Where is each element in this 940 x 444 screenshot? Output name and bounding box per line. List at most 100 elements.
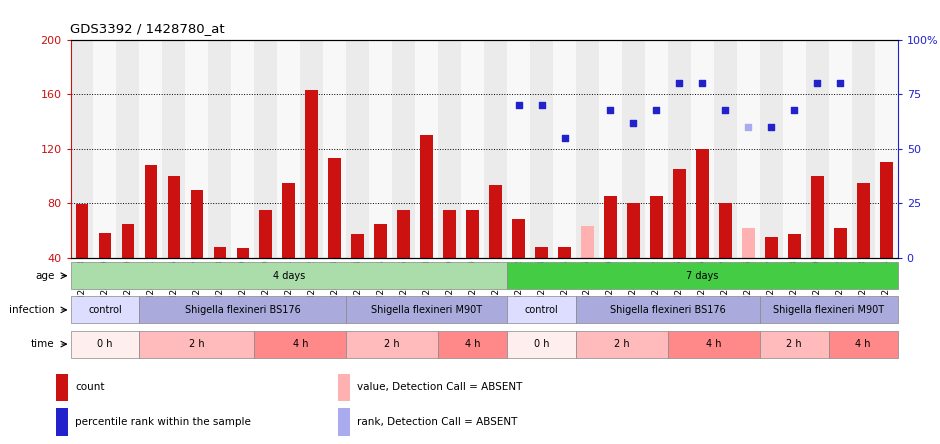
Bar [742,228,755,258]
Bar [604,196,617,258]
Text: 4 days: 4 days [273,271,305,281]
Text: 2 h: 2 h [189,339,205,349]
Bar [99,233,111,258]
Bar [507,40,530,258]
Bar [627,203,640,258]
Point [603,106,618,113]
Bar [282,183,295,258]
Bar [75,205,88,258]
Text: age: age [35,271,55,281]
Bar [553,40,576,258]
Point [557,135,572,142]
Bar [117,40,139,258]
Bar [306,90,318,258]
Bar [346,297,507,323]
Bar [255,331,346,357]
Bar [338,374,350,401]
Text: 7 days: 7 days [686,271,718,281]
Bar [852,40,875,258]
Bar [783,40,806,258]
Bar [237,248,249,258]
Bar [650,196,663,258]
Text: 4 h: 4 h [292,339,308,349]
Point [809,80,824,87]
Bar [696,149,709,258]
Bar [760,331,829,357]
Text: Shigella flexineri BS176: Shigella flexineri BS176 [185,305,301,315]
Bar [70,40,93,258]
Bar [259,210,272,258]
Text: value, Detection Call = ABSENT: value, Detection Call = ABSENT [357,382,523,392]
Text: GDS3392 / 1428780_at: GDS3392 / 1428780_at [70,23,225,36]
Text: Shigella flexineri M90T: Shigella flexineri M90T [774,305,885,315]
Text: 4 h: 4 h [706,339,722,349]
Bar [323,40,346,258]
Text: 0 h: 0 h [97,339,113,349]
Bar [70,331,139,357]
Bar [857,183,870,258]
Bar [438,331,507,357]
Bar [163,40,185,258]
Bar [346,331,438,357]
Bar [484,40,507,258]
Point [649,106,664,113]
Bar [139,331,255,357]
Text: 2 h: 2 h [384,339,400,349]
Point [672,80,687,87]
Bar [462,40,484,258]
Point [741,123,756,131]
Bar [880,163,892,258]
Bar [231,40,255,258]
Bar [829,40,852,258]
Bar [369,40,392,258]
Point [534,102,549,109]
Text: count: count [75,382,104,392]
Bar [489,186,502,258]
Text: control: control [88,305,122,315]
Point [626,119,641,126]
Point [764,123,779,131]
Bar [737,40,760,258]
Bar [535,247,548,258]
Bar [338,408,350,436]
Bar [622,40,645,258]
Bar [139,40,163,258]
Bar [581,226,594,258]
Bar [806,40,829,258]
Bar [277,40,300,258]
Bar [209,40,231,258]
Bar [834,228,847,258]
Point [787,106,802,113]
Bar [213,247,227,258]
Text: 2 h: 2 h [787,339,802,349]
Bar [70,262,507,289]
Bar [530,40,553,258]
Bar [713,40,737,258]
Text: time: time [31,339,55,349]
Text: 4 h: 4 h [855,339,871,349]
Bar [328,158,341,258]
Bar [507,297,576,323]
Bar [145,165,157,258]
Bar [668,331,760,357]
Bar [829,331,898,357]
Bar [346,40,369,258]
Bar [121,223,134,258]
Bar [576,297,760,323]
Bar [576,331,668,357]
Bar [255,40,277,258]
Bar [760,40,783,258]
Bar [576,40,599,258]
Bar [507,331,576,357]
Text: 0 h: 0 h [534,339,549,349]
Bar [673,169,685,258]
Bar [558,247,571,258]
Bar [352,234,364,258]
Bar [93,40,117,258]
Bar [760,297,898,323]
Bar [398,210,410,258]
Bar [191,190,203,258]
Bar [185,40,209,258]
Bar [70,297,139,323]
Bar [765,237,777,258]
